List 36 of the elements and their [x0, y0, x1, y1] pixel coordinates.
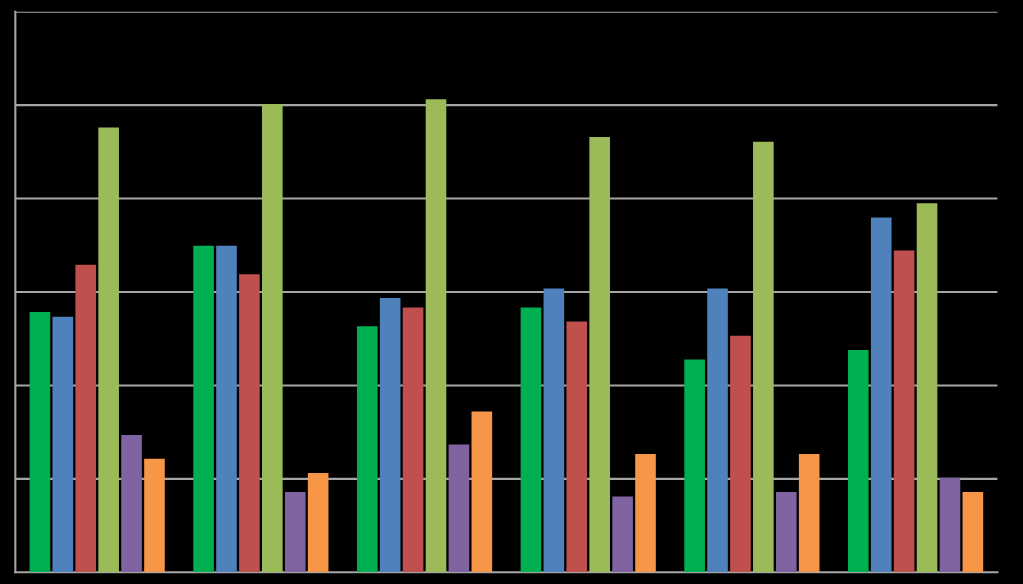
bar	[775, 491, 797, 573]
bar	[448, 444, 470, 573]
bar	[847, 349, 869, 573]
bar	[471, 411, 493, 573]
bar	[589, 137, 610, 573]
bar	[425, 99, 447, 573]
bar	[543, 288, 565, 573]
bar	[635, 454, 656, 573]
bar	[356, 326, 378, 573]
bar	[284, 491, 306, 573]
bar	[216, 245, 237, 573]
bar	[98, 127, 119, 573]
bar	[798, 454, 820, 573]
bar	[144, 458, 165, 573]
bar	[402, 307, 424, 573]
bar	[520, 307, 542, 573]
bar	[52, 316, 74, 573]
bar	[307, 472, 329, 573]
bar	[29, 312, 51, 573]
bar	[893, 250, 915, 573]
bar	[75, 264, 97, 573]
bar	[870, 217, 892, 573]
bar	[612, 496, 633, 573]
bar	[193, 245, 214, 573]
bar	[916, 203, 938, 573]
bar	[262, 103, 283, 573]
bar	[684, 359, 705, 573]
bar	[962, 491, 984, 573]
bar	[121, 435, 142, 573]
bar	[379, 297, 401, 573]
bar	[730, 335, 751, 573]
bar	[707, 288, 728, 573]
bar	[239, 274, 260, 573]
bar	[939, 477, 961, 573]
bar	[566, 321, 588, 573]
bar	[753, 141, 774, 573]
